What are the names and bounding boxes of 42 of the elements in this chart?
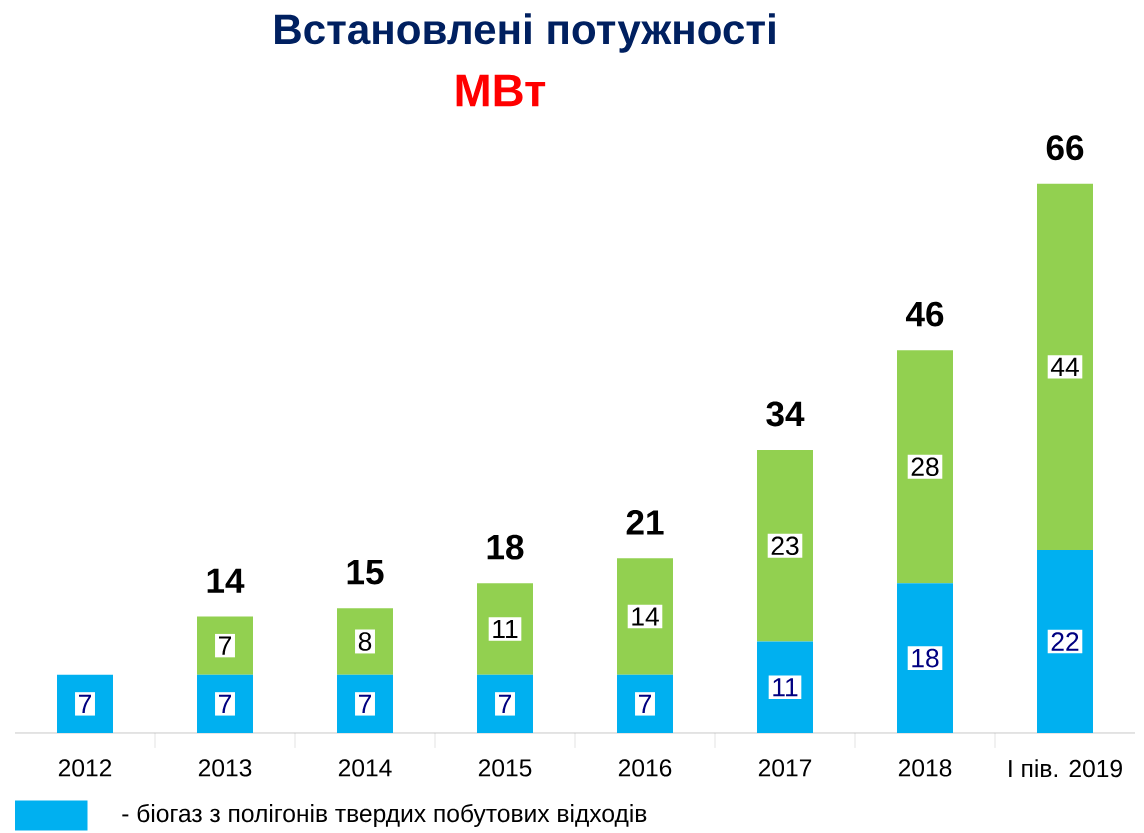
data-label: 18 xyxy=(912,648,939,668)
bar xyxy=(477,583,533,675)
x-tick-label: 2013 xyxy=(198,759,252,777)
bar xyxy=(897,583,953,733)
data-label: 11 xyxy=(773,678,798,697)
x-tick-label: 2015 xyxy=(478,759,532,777)
data-label: 22 xyxy=(1051,632,1079,651)
x-tick-label: 2018 xyxy=(898,759,952,777)
data-label: 7 xyxy=(219,636,232,655)
data-label: 44 xyxy=(1050,357,1079,376)
x-tick-label: 2017 xyxy=(758,759,812,777)
data-label: 28 xyxy=(911,457,939,477)
x-tick-label: 2014 xyxy=(338,759,392,777)
data-label: 14 xyxy=(632,607,659,626)
data-label: 8 xyxy=(358,632,372,651)
data-label: 7 xyxy=(639,694,652,713)
data-label: 7 xyxy=(359,694,372,713)
bar xyxy=(757,450,813,642)
data-label: 23 xyxy=(771,536,799,556)
legend-label: - біогаз з полігонів твердих побутових відходів xyxy=(122,803,647,828)
bar xyxy=(757,641,813,733)
chart-subtitle: МВт xyxy=(456,74,546,107)
total-label: 46 xyxy=(905,301,944,327)
x-tick-label: 2016 xyxy=(618,759,672,777)
total-label: 15 xyxy=(347,559,384,585)
total-label: 18 xyxy=(487,534,524,560)
x-tick-label: 2012 xyxy=(58,759,112,777)
total-label: 66 xyxy=(1046,135,1084,161)
data-label: 7 xyxy=(219,694,232,713)
data-label: 7 xyxy=(79,694,92,713)
x-tick-label: I пів. 2019 xyxy=(1009,759,1122,778)
total-label: 34 xyxy=(766,401,805,427)
data-label: 7 xyxy=(499,694,512,713)
total-label: 14 xyxy=(207,568,245,593)
total-label: 21 xyxy=(626,510,664,535)
bar xyxy=(1037,183,1093,550)
chart-title: Встановлені потужності xyxy=(275,13,775,53)
data-label: 11 xyxy=(493,619,518,639)
bar xyxy=(617,558,673,675)
bar xyxy=(1037,549,1093,733)
bar xyxy=(337,608,393,675)
bar xyxy=(897,350,953,584)
